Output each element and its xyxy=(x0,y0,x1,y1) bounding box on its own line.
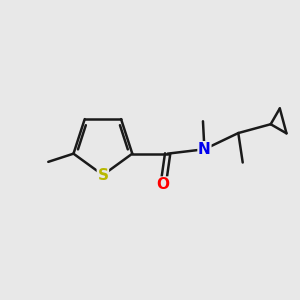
Text: O: O xyxy=(157,177,170,192)
Text: N: N xyxy=(198,142,211,157)
Text: S: S xyxy=(98,167,108,182)
